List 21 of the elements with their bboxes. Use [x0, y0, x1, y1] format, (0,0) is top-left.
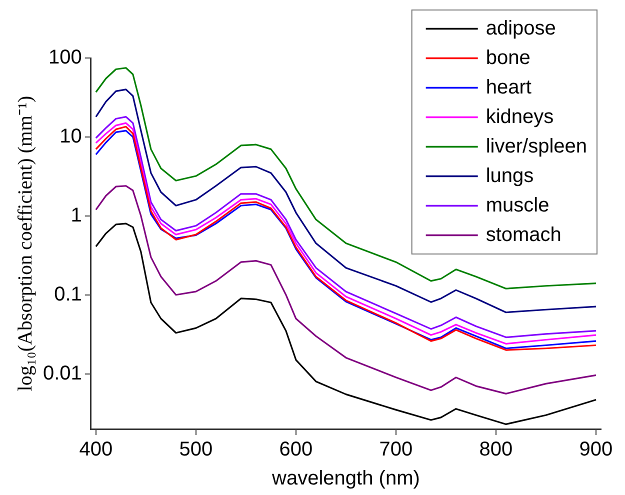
y-tick-label: 1 [70, 204, 82, 226]
y-tick-label: 0.1 [54, 283, 82, 306]
legend-label: liver/spleen [486, 135, 588, 158]
x-tick-label: 900 [579, 438, 613, 461]
legend-label: adipose [486, 17, 556, 40]
x-tick-label: 700 [379, 438, 413, 461]
legend-label: lungs [486, 164, 534, 187]
x-tick-label: 600 [279, 438, 313, 461]
legend-label: stomach [486, 224, 562, 246]
x-axis-title: wavelength (nm) [271, 468, 420, 490]
y-tick-label: 10 [60, 125, 82, 148]
y-tick-label: 0.01 [42, 362, 82, 384]
x-tick-label: 800 [479, 438, 513, 461]
y-tick-label: 100 [48, 46, 82, 69]
legend-label: bone [486, 46, 530, 69]
legend-label: kidneys [486, 106, 554, 128]
legend-label: muscle [486, 194, 550, 216]
x-tick-label: 500 [179, 438, 213, 461]
y-axis-title: log₁₀(Absorption coefficient) (mm⁻¹) [14, 96, 36, 392]
legend-label: heart [486, 76, 532, 98]
x-tick-label: 400 [79, 438, 113, 461]
